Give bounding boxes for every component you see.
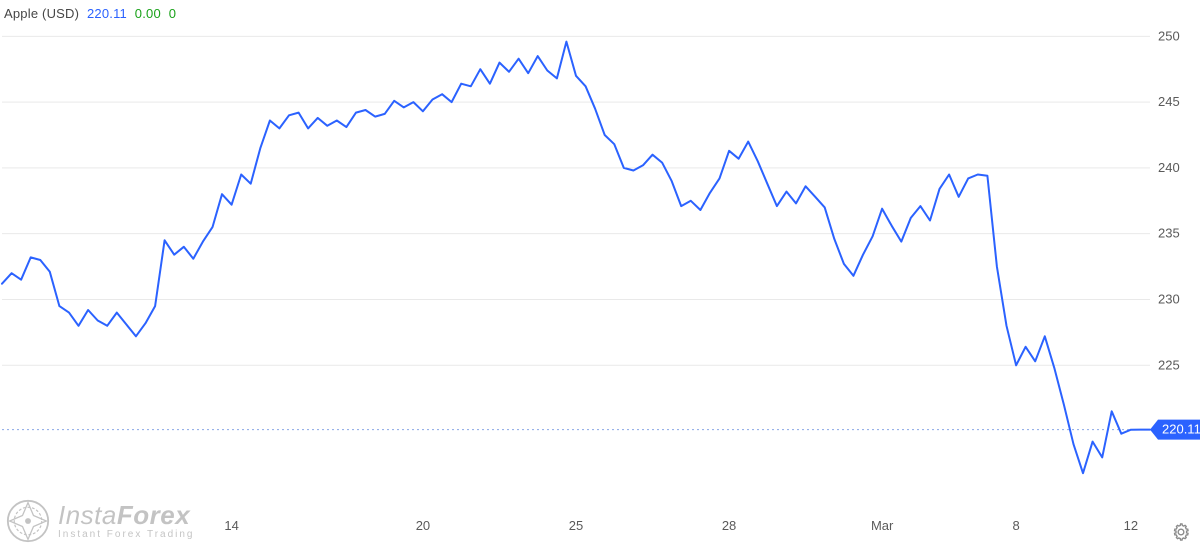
svg-text:Mar: Mar bbox=[871, 518, 894, 533]
svg-text:245: 245 bbox=[1158, 94, 1180, 109]
line-series bbox=[2, 42, 1150, 474]
svg-text:20: 20 bbox=[416, 518, 430, 533]
svg-text:28: 28 bbox=[722, 518, 736, 533]
grid-lines bbox=[2, 36, 1150, 365]
svg-text:230: 230 bbox=[1158, 291, 1180, 306]
gear-icon bbox=[1172, 523, 1190, 541]
y-axis-ticks: 225 230 235 240 245 250 bbox=[1158, 28, 1180, 372]
svg-text:14: 14 bbox=[224, 518, 238, 533]
last-price-tag: 220.11 bbox=[1150, 420, 1200, 440]
svg-text:25: 25 bbox=[569, 518, 583, 533]
svg-text:235: 235 bbox=[1158, 226, 1180, 241]
price-chart[interactable]: 225 230 235 240 245 250 14 20 25 28 Mar 8 12 220.11 bbox=[0, 0, 1200, 549]
svg-text:12: 12 bbox=[1124, 518, 1138, 533]
chart-container: Apple (USD) 220.11 0.00 0 22523023524024… bbox=[0, 0, 1200, 549]
settings-button[interactable] bbox=[1172, 523, 1190, 541]
svg-text:250: 250 bbox=[1158, 28, 1180, 43]
svg-text:240: 240 bbox=[1158, 160, 1180, 175]
x-axis-ticks: 14 20 25 28 Mar 8 12 bbox=[224, 518, 1138, 533]
svg-text:8: 8 bbox=[1012, 518, 1019, 533]
svg-text:220.11: 220.11 bbox=[1162, 422, 1200, 437]
svg-text:225: 225 bbox=[1158, 357, 1180, 372]
